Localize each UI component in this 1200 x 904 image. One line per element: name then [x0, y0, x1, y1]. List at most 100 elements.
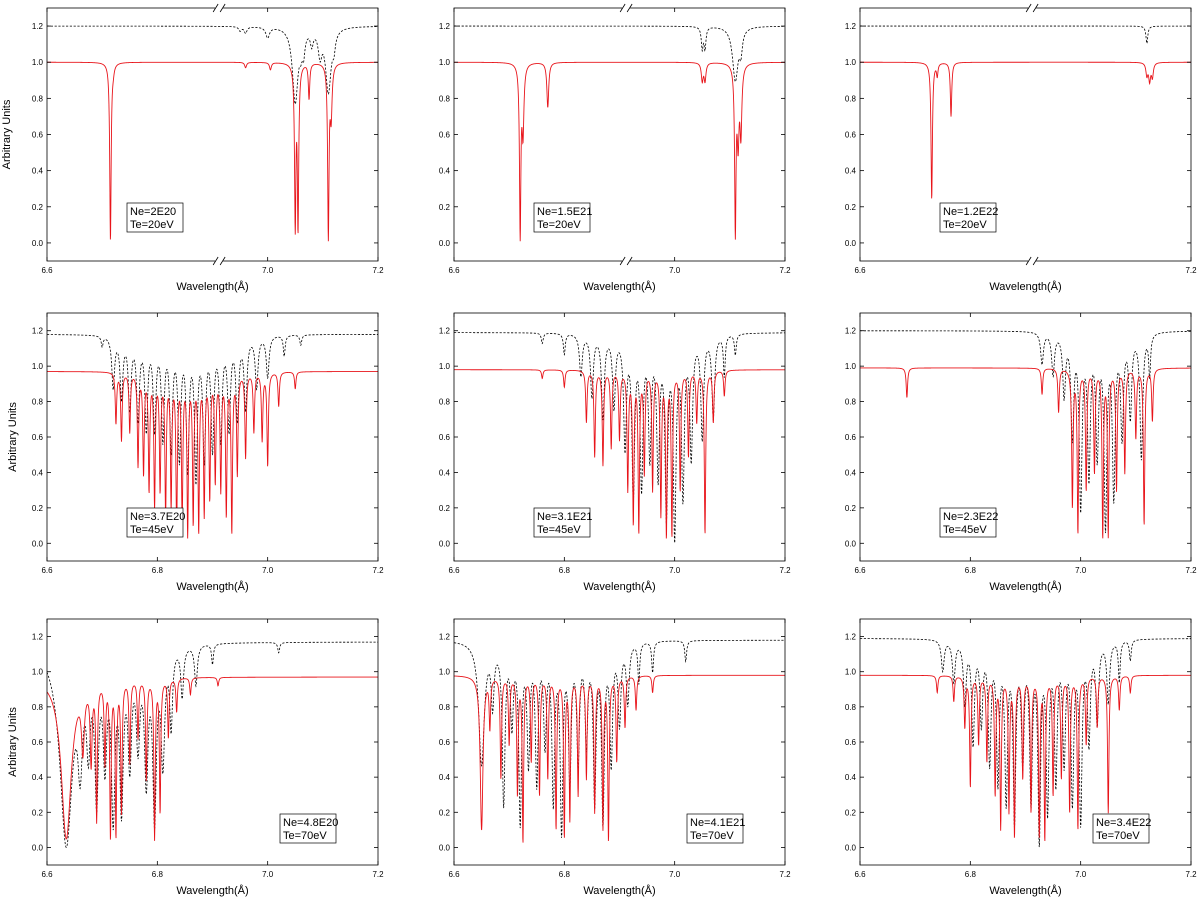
y-tick-label: 0.2 — [845, 808, 857, 817]
y-tick-label: 0.2 — [845, 504, 857, 513]
dashed-spectrum-line — [860, 25, 1191, 45]
y-tick-label: 1.2 — [439, 633, 451, 642]
plot-frame — [859, 7, 1192, 262]
x-axis-label: Wavelength(Å) — [989, 280, 1061, 293]
x-tick-label: 7.0 — [262, 266, 274, 275]
x-tick-label: 7.0 — [669, 266, 681, 275]
dashed-spectrum-line — [860, 638, 1191, 848]
y-tick-label: 0.4 — [439, 773, 451, 782]
electron-density-label: Ne=1.5E21 — [537, 206, 592, 218]
x-tick-label: 7.0 — [1075, 566, 1087, 575]
y-tick-label: 0.6 — [439, 433, 451, 442]
electron-density-label: Ne=1.2E22 — [943, 206, 998, 218]
electron-temperature-label: Te=45eV — [130, 524, 174, 536]
x-tick-label: 7.2 — [372, 870, 384, 879]
electron-temperature-label: Te=70eV — [690, 830, 734, 842]
x-tick-label: 6.6 — [448, 266, 460, 275]
x-axis-label: Wavelength(Å) — [989, 580, 1061, 593]
panel-row1-col1: 0.0 0.2 0.4 0.6 0.8 1.0 1.2 6.6 7.0 7.2 Wavelength… — [1, 3, 384, 293]
x-axis-label: Wavelength(Å) — [989, 884, 1061, 897]
x-tick-label: 6.8 — [152, 870, 164, 879]
y-tick-label: 0.8 — [439, 94, 451, 103]
electron-density-label: Ne=4.8E20 — [283, 817, 338, 829]
y-tick-label: 1.0 — [439, 58, 451, 67]
y-tick-label: 0.0 — [439, 843, 451, 852]
y-tick-label: 1.0 — [439, 668, 451, 677]
panel-row2-col1: 0.0 0.2 0.4 0.6 0.8 1.0 1.2 6.6 6.8 7.0 7.2 Wavelen… — [7, 312, 384, 593]
axis-break-marks — [212, 3, 226, 266]
x-axis-label: Wavelength(Å) — [176, 884, 248, 897]
y-tick-label: 0.8 — [32, 94, 44, 103]
x-tick-label: 7.2 — [1185, 566, 1197, 575]
x-tick-label: 6.8 — [559, 566, 571, 575]
y-tick-label: 1.0 — [32, 668, 44, 677]
y-tick-label: 0.6 — [845, 131, 857, 140]
x-axis-label: Wavelength(Å) — [176, 580, 248, 593]
panel-row3-col2: 0.0 0.2 0.4 0.6 0.8 1.0 1.2 6.6 6.8 7.0 7.2 Wavelen… — [439, 618, 791, 897]
x-tick-label: 7.2 — [779, 566, 791, 575]
y-tick-label: 0.2 — [845, 203, 857, 212]
panel-row2-col3: 0.0 0.2 0.4 0.6 0.8 1.0 1.2 6.6 6.8 7.0 7.2 Wavelen… — [845, 312, 1197, 593]
y-tick-label: 0.6 — [439, 738, 451, 747]
axis-break-marks — [1025, 3, 1039, 266]
y-tick-label: 0.0 — [845, 239, 857, 248]
y-tick-label: 0.4 — [32, 773, 44, 782]
y-tick-label: 0.2 — [32, 504, 44, 513]
x-axis-label: Wavelength(Å) — [583, 280, 655, 293]
dashed-spectrum-line — [454, 25, 785, 83]
dashed-spectrum-line — [454, 332, 785, 543]
y-tick-label: 0.8 — [845, 398, 857, 407]
electron-density-label: Ne=3.4E22 — [1096, 817, 1151, 829]
y-tick-label: 1.2 — [439, 327, 451, 336]
y-tick-label: 1.2 — [845, 633, 857, 642]
dashed-spectrum-line — [454, 639, 785, 838]
x-tick-label: 6.6 — [41, 870, 53, 879]
y-tick-label: 1.2 — [845, 22, 857, 31]
y-tick-label: 0.8 — [845, 703, 857, 712]
y-tick-label: 0.2 — [439, 808, 451, 817]
x-tick-label: 7.0 — [1075, 870, 1087, 879]
y-tick-label: 1.2 — [845, 327, 857, 336]
x-tick-label: 7.0 — [669, 870, 681, 879]
y-tick-label: 0.4 — [845, 468, 857, 477]
y-tick-label: 0.4 — [845, 167, 857, 176]
dashed-spectrum-line — [47, 25, 378, 105]
y-tick-label: 0.6 — [32, 738, 44, 747]
y-tick-label: 0.0 — [32, 539, 44, 548]
y-tick-label: 0.2 — [32, 808, 44, 817]
x-tick-label: 7.2 — [1185, 266, 1197, 275]
y-tick-label: 0.6 — [845, 433, 857, 442]
panel-row3-col1: 0.0 0.2 0.4 0.6 0.8 1.0 1.2 6.6 6.8 7.0 7.2 Wavelen… — [7, 618, 384, 897]
y-tick-label: 0.2 — [439, 504, 451, 513]
x-tick-label: 7.2 — [1185, 870, 1197, 879]
y-tick-label: 0.0 — [32, 239, 44, 248]
y-tick-label: 0.0 — [845, 843, 857, 852]
y-tick-label: 0.4 — [439, 468, 451, 477]
electron-density-label: Ne=3.1E21 — [537, 511, 592, 523]
y-tick-label: 1.0 — [845, 58, 857, 67]
x-axis-label: Wavelength(Å) — [583, 884, 655, 897]
y-tick-label: 1.2 — [32, 22, 44, 31]
x-tick-label: 6.6 — [448, 870, 460, 879]
x-tick-label: 6.8 — [965, 870, 977, 879]
x-tick-label: 6.6 — [41, 266, 53, 275]
y-tick-label: 0.4 — [439, 167, 451, 176]
x-tick-label: 7.0 — [262, 870, 274, 879]
y-tick-label: 1.0 — [845, 362, 857, 371]
y-tick-label: 0.8 — [32, 703, 44, 712]
y-tick-label: 0.2 — [32, 203, 44, 212]
x-tick-label: 7.2 — [372, 566, 384, 575]
x-tick-label: 6.6 — [854, 266, 866, 275]
y-tick-label: 0.8 — [439, 703, 451, 712]
y-tick-label: 0.6 — [845, 738, 857, 747]
x-axis-label: Wavelength(Å) — [176, 280, 248, 293]
red-spectrum-line — [860, 61, 1191, 199]
